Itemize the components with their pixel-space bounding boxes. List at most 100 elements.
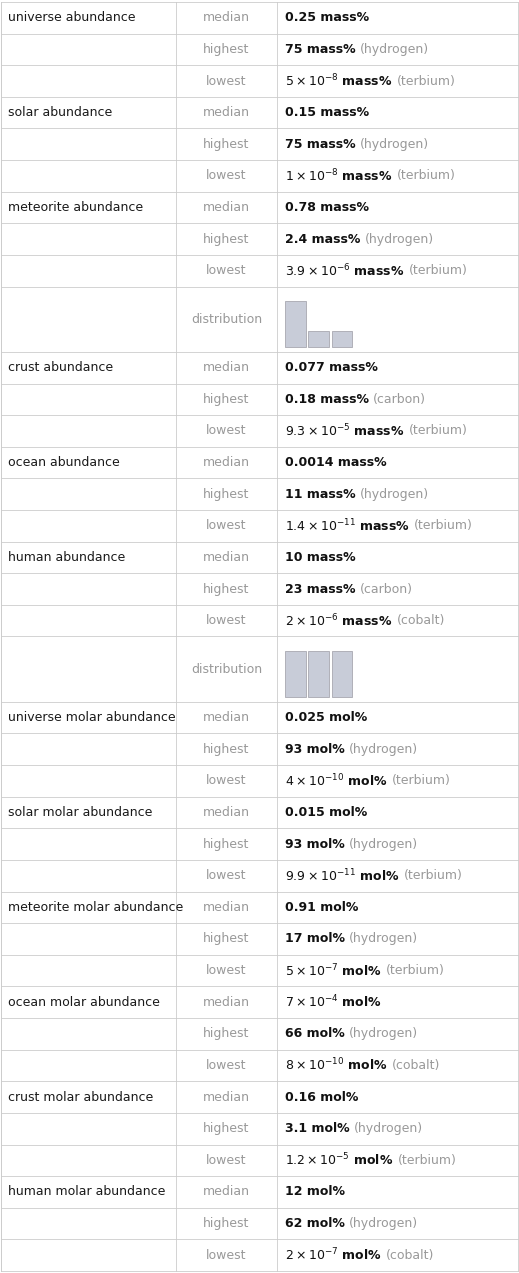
Text: 0.91 mol%: 0.91 mol% xyxy=(285,901,359,914)
Text: (hydrogen): (hydrogen) xyxy=(360,488,429,500)
Text: median: median xyxy=(203,551,250,564)
Text: lowest: lowest xyxy=(206,964,247,978)
Text: distribution: distribution xyxy=(191,313,262,326)
Text: $2\times10^{-6}$ mass%: $2\times10^{-6}$ mass% xyxy=(285,612,392,629)
Text: solar molar abundance: solar molar abundance xyxy=(8,806,153,819)
Text: $1.4\times10^{-11}$ mass%: $1.4\times10^{-11}$ mass% xyxy=(285,518,410,535)
Text: 75 mass%: 75 mass% xyxy=(285,137,356,150)
Text: median: median xyxy=(203,806,250,819)
Text: $4\times10^{-10}$ mol%: $4\times10^{-10}$ mol% xyxy=(285,773,388,789)
Text: (hydrogen): (hydrogen) xyxy=(349,1027,418,1040)
Text: (terbium): (terbium) xyxy=(392,774,450,788)
Text: solar abundance: solar abundance xyxy=(8,106,112,120)
Text: highest: highest xyxy=(203,742,250,756)
Bar xyxy=(332,331,352,346)
Bar xyxy=(308,331,329,346)
Text: highest: highest xyxy=(203,43,250,56)
Text: median: median xyxy=(203,456,250,468)
Text: 75 mass%: 75 mass% xyxy=(285,43,356,56)
Text: (cobalt): (cobalt) xyxy=(386,1249,434,1262)
Text: (terbium): (terbium) xyxy=(386,964,445,978)
Text: median: median xyxy=(203,995,250,1008)
Text: 93 mol%: 93 mol% xyxy=(285,742,345,756)
Text: (cobalt): (cobalt) xyxy=(392,1059,440,1072)
Text: 0.78 mass%: 0.78 mass% xyxy=(285,201,369,214)
Text: highest: highest xyxy=(203,393,250,406)
Text: 17 mol%: 17 mol% xyxy=(285,933,345,946)
Text: lowest: lowest xyxy=(206,519,247,532)
Text: human molar abundance: human molar abundance xyxy=(8,1185,166,1198)
Text: 0.18 mass%: 0.18 mass% xyxy=(285,393,369,406)
Bar xyxy=(308,651,329,696)
Text: median: median xyxy=(203,1091,250,1104)
Text: highest: highest xyxy=(203,933,250,946)
Text: $8\times10^{-10}$ mol%: $8\times10^{-10}$ mol% xyxy=(285,1057,388,1073)
Text: highest: highest xyxy=(203,488,250,500)
Text: (hydrogen): (hydrogen) xyxy=(360,137,429,150)
Text: crust abundance: crust abundance xyxy=(8,362,113,374)
Text: $2\times10^{-7}$ mol%: $2\times10^{-7}$ mol% xyxy=(285,1246,382,1264)
Text: (hydrogen): (hydrogen) xyxy=(364,233,434,246)
Text: $1.2\times10^{-5}$ mol%: $1.2\times10^{-5}$ mol% xyxy=(285,1152,393,1169)
Text: 0.0014 mass%: 0.0014 mass% xyxy=(285,456,387,468)
Text: ocean abundance: ocean abundance xyxy=(8,456,120,468)
Text: 66 mol%: 66 mol% xyxy=(285,1027,345,1040)
Text: (cobalt): (cobalt) xyxy=(397,614,445,628)
Text: universe abundance: universe abundance xyxy=(8,11,135,24)
Text: highest: highest xyxy=(203,1027,250,1040)
Text: highest: highest xyxy=(203,137,250,150)
Text: (hydrogen): (hydrogen) xyxy=(349,1217,418,1230)
Text: 10 mass%: 10 mass% xyxy=(285,551,356,564)
Text: distribution: distribution xyxy=(191,663,262,676)
Text: median: median xyxy=(203,11,250,24)
Text: 0.077 mass%: 0.077 mass% xyxy=(285,362,378,374)
Text: highest: highest xyxy=(203,1123,250,1136)
Text: median: median xyxy=(203,712,250,724)
Text: 11 mass%: 11 mass% xyxy=(285,488,356,500)
Text: (terbium): (terbium) xyxy=(404,869,462,882)
Text: $9.3\times10^{-5}$ mass%: $9.3\times10^{-5}$ mass% xyxy=(285,423,404,439)
Text: highest: highest xyxy=(203,233,250,246)
Text: (hydrogen): (hydrogen) xyxy=(354,1123,423,1136)
Text: (carbon): (carbon) xyxy=(373,393,426,406)
Text: lowest: lowest xyxy=(206,774,247,788)
Text: $5\times10^{-7}$ mol%: $5\times10^{-7}$ mol% xyxy=(285,962,382,979)
Text: highest: highest xyxy=(203,1217,250,1230)
Text: lowest: lowest xyxy=(206,1249,247,1262)
Text: lowest: lowest xyxy=(206,1153,247,1167)
Text: 23 mass%: 23 mass% xyxy=(285,583,356,596)
Text: 2.4 mass%: 2.4 mass% xyxy=(285,233,361,246)
Text: 3.1 mol%: 3.1 mol% xyxy=(285,1123,350,1136)
Text: universe molar abundance: universe molar abundance xyxy=(8,712,175,724)
Bar xyxy=(332,651,352,696)
Text: lowest: lowest xyxy=(206,869,247,882)
Text: 0.025 mol%: 0.025 mol% xyxy=(285,712,367,724)
Text: $3.9\times10^{-6}$ mass%: $3.9\times10^{-6}$ mass% xyxy=(285,262,404,279)
Text: 93 mol%: 93 mol% xyxy=(285,838,345,850)
Text: meteorite molar abundance: meteorite molar abundance xyxy=(8,901,183,914)
Text: highest: highest xyxy=(203,583,250,596)
Text: crust molar abundance: crust molar abundance xyxy=(8,1091,153,1104)
Text: $7\times10^{-4}$ mol%: $7\times10^{-4}$ mol% xyxy=(285,994,382,1011)
Text: median: median xyxy=(203,201,250,214)
Text: (hydrogen): (hydrogen) xyxy=(360,43,429,56)
Text: (terbium): (terbium) xyxy=(397,169,455,182)
Text: $1\times10^{-8}$ mass%: $1\times10^{-8}$ mass% xyxy=(285,168,392,185)
Text: median: median xyxy=(203,362,250,374)
Text: (terbium): (terbium) xyxy=(398,1153,456,1167)
Text: 12 mol%: 12 mol% xyxy=(285,1185,345,1198)
Text: (terbium): (terbium) xyxy=(408,265,467,278)
Text: median: median xyxy=(203,901,250,914)
Text: highest: highest xyxy=(203,838,250,850)
Text: (terbium): (terbium) xyxy=(414,519,473,532)
Text: median: median xyxy=(203,1185,250,1198)
Text: (hydrogen): (hydrogen) xyxy=(349,838,418,850)
Text: (carbon): (carbon) xyxy=(360,583,413,596)
Text: lowest: lowest xyxy=(206,614,247,628)
Text: lowest: lowest xyxy=(206,1059,247,1072)
Bar xyxy=(285,651,306,696)
Text: $9.9\times10^{-11}$ mol%: $9.9\times10^{-11}$ mol% xyxy=(285,867,400,883)
Text: median: median xyxy=(203,106,250,120)
Text: 0.16 mol%: 0.16 mol% xyxy=(285,1091,359,1104)
Text: meteorite abundance: meteorite abundance xyxy=(8,201,143,214)
